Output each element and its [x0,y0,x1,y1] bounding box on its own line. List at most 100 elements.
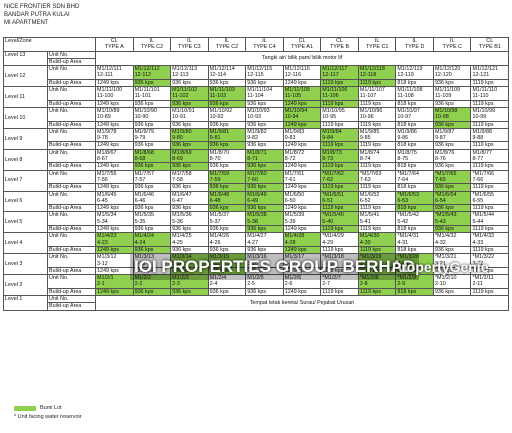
build-up-area: 1119 kps [322,142,344,149]
unit-code: 10-98 [434,114,449,121]
unit-no: *M1/3/20 [397,254,419,261]
unit-code: 2-1 [97,281,105,288]
build-up-area: 936 kps [134,267,154,274]
build-up-area: 936 kps [434,121,454,128]
area-cell: 1249 kps [282,78,322,88]
unit-no: *M1/4/29 [322,233,344,240]
area-cell: 1119 kps [320,99,359,108]
unit-no: M1/11/103 [209,87,235,94]
unit-code: 7-56 [97,176,108,183]
build-up-area: 1119 kps [359,121,381,128]
area-cell: 1249 kps [282,245,322,255]
unit-no: M1/11/101 [134,87,160,94]
unit-cell: M1/7/56 7-56 [95,169,134,185]
build-up-area: 936 kps [247,246,267,253]
level-row: Level 6 Unit No. M1/6/45 6-45 M1/6/46 6-46 M1/… [3,190,510,213]
level-text: Level 13 [5,51,26,58]
unit-code: 7-65 [434,176,446,183]
unit-no: M1/6/50 [284,191,305,198]
row-label: Unit No. [46,253,97,268]
location: BANDAR PUTRA KULAI [4,12,70,18]
row-label-text: Build-up Area [49,79,82,86]
unit-cell: M1/8/69 8-69 [170,148,209,164]
build-up-area: 1119 kps [472,205,494,212]
build-up-area: 818 kps [397,100,417,107]
row-label-text: Unit No. [49,51,69,58]
unit-no: *M1/5/44 [472,212,495,219]
area-cell: 936 kps [170,204,209,213]
build-up-area: 936 kps [134,100,154,107]
level-text: Level 5 [5,219,23,226]
area-cell: 936 kps [432,99,472,108]
unit-no: M1/10/99 [472,107,495,114]
header-row: Level/Zone CL TYPE A IL TYPE C2 IL TYPE C3 IL TY… [2,37,510,52]
unit-code: 7-59 [209,176,221,183]
area-cell: 936 kps [245,78,284,88]
row-label-text: Build-up Area [49,226,82,233]
unit-no: M1/5/39 [284,212,305,219]
unit-code: 9-88 [472,135,484,142]
unit-cell: M1/12/113 12-113 [170,65,209,80]
unit-cell: M1/5/35 5-35 [132,211,172,227]
unit-code: 12-121 [472,72,490,79]
unit-code: 3-12 [97,260,108,267]
unit-cell: M1/9/85 9-85 [357,127,397,143]
unit-no: M1/5/37 [209,212,230,219]
area-cell: 936 kps [207,120,247,129]
build-up-area: 936 kps [434,288,454,295]
area-cell: 1119 kps [320,162,359,171]
column-header-line: IL [224,38,230,44]
row-label: Unit No. [46,169,97,185]
unit-cell: *M1/5/43 5-43 [432,211,472,227]
unit-cell: M1/10/99 10-99 [470,106,510,122]
unit-code: 11-102 [172,93,189,100]
area-cell: 936 kps [132,120,172,129]
unit-no: M1/8/76 [434,149,455,156]
unit-code: 5-34 [97,218,108,225]
area-cell: 936 kps [245,204,284,213]
unit-code: 9-81 [209,135,221,142]
unit-no: M1/10/91 [172,107,195,114]
build-up-area: 1119 kps [322,288,344,295]
unit-code: 10-89 [97,114,111,121]
unit-code: 10-97 [397,114,412,121]
unit-code: 8-77 [472,156,484,163]
area-cell: 936 kps [432,78,472,88]
level-text: Level 10 [5,114,26,121]
unit-no: M1/11/110 [472,87,498,94]
column-header-line: IL [374,38,380,44]
level-row: Build-up Area 1249 kps 936 kps 936 kps 936 k… [4,99,510,108]
unit-cell: M1/5/37 5-37 [207,211,247,227]
unit-no: M1/2/2 [134,275,152,282]
unit-code: 9-80 [172,135,183,142]
unit-code: 12-111 [97,72,113,79]
unit-cell: M1/6/50 6-50 [282,190,322,206]
unit-code: 7-58 [172,176,183,183]
row-label: Build-up Area [46,120,97,129]
unit-code: 11-104 [247,93,264,100]
build-up-area: 1249 kps [284,184,307,191]
unit-code: 8-69 [172,156,183,163]
level-row: Level 11 Unit No. M1/11/100 11-100 M1/11/101… [3,86,510,108]
area-cell: 936 kps [432,162,472,171]
area-cell: 1119 kps [320,224,359,234]
row-label: Build-up Area [46,224,97,234]
unit-cell: *M1/7/63 7-63 [357,169,397,185]
unit-code: 7-57 [134,176,146,183]
unit-cell: M1/12/112 12-112 [132,65,172,80]
unit-code: 10-99 [472,114,487,121]
area-cell: 1119 kps [470,162,510,171]
build-up-area: 1249 kps [97,267,119,274]
unit-cell: *M1/7/65 7-65 [432,169,472,185]
area-cell: 1119 kps [470,204,510,213]
unit-cell: M1/11/107 11-107 [357,86,397,101]
unit-cell: M1/12/120 12-120 [432,65,472,80]
build-up-area: 936 kps [209,288,229,295]
row-label-text: Unit No. [49,295,69,302]
unit-code: 5-38 [247,218,258,225]
unit-cell: M1/10/90 10-90 [132,106,172,122]
build-up-area: 818 kps [397,79,417,86]
unit-no: *M1/3/19 [359,254,382,261]
unit-cell: M1/5/38 5-38 [245,211,284,227]
area-cell: 818 kps [395,120,434,129]
